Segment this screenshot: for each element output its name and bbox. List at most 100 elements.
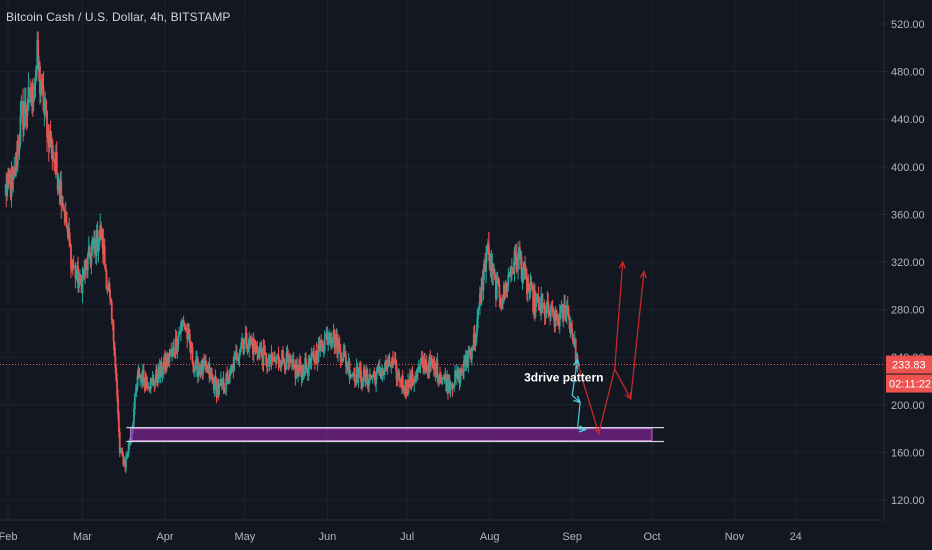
candle-body: [171, 348, 174, 354]
candle-body: [136, 375, 139, 388]
candle-body: [293, 366, 296, 368]
candle-body: [104, 263, 107, 271]
candle-body: [289, 355, 291, 361]
candle-body: [512, 270, 515, 272]
candles: [4, 31, 579, 474]
candle-body: [559, 306, 562, 313]
y-tick-label: 400.00: [891, 162, 925, 174]
candle-body: [152, 378, 155, 384]
candle-body: [49, 131, 52, 147]
candle-body: [129, 439, 132, 445]
candle-body: [256, 346, 259, 354]
candle-body: [451, 384, 454, 389]
candle-body: [498, 284, 501, 298]
candle-body: [369, 374, 371, 381]
drive-leg[interactable]: [571, 359, 581, 403]
candle-body: [527, 283, 530, 291]
candle-body: [499, 297, 502, 302]
candle-body: [345, 356, 347, 367]
last-price-badge[interactable]: [886, 355, 932, 374]
candle-body: [74, 265, 77, 278]
candle-body: [222, 378, 225, 390]
candle-body: [34, 76, 37, 85]
countdown-badge[interactable]: [886, 374, 932, 393]
chart-title: Bitcoin Cash / U.S. Dollar, 4h, BITSTAMP: [6, 10, 231, 24]
candle-body: [416, 369, 418, 378]
x-tick-label: May: [234, 531, 255, 543]
candle-body: [132, 422, 134, 427]
candle-body: [249, 337, 252, 345]
candle-body: [494, 272, 496, 280]
candle-body: [117, 396, 119, 414]
candle-body: [515, 255, 518, 265]
y-axis[interactable]: 520.00 480.00 440.00 400.00 360.00 320.00 280.…: [883, 0, 932, 520]
candle-body: [253, 340, 256, 349]
candle-body: [251, 342, 253, 344]
candle-body: [486, 252, 488, 255]
candle-body: [292, 359, 295, 367]
candle-body: [537, 296, 540, 302]
candle-body: [327, 339, 330, 345]
candle-body: [236, 359, 239, 361]
support-zone-box[interactable]: [129, 428, 653, 442]
candle-body: [258, 350, 260, 359]
candle-body: [371, 376, 374, 378]
candle-body: [297, 367, 299, 374]
candle-body: [401, 375, 404, 388]
candle-body: [225, 374, 228, 388]
candle-body: [202, 361, 205, 374]
x-tick-label: Sep: [562, 531, 582, 543]
candle-body: [204, 361, 207, 366]
candle-body: [337, 341, 340, 345]
candle-body: [331, 340, 334, 343]
candle-body: [363, 370, 366, 374]
candle-body: [319, 340, 322, 352]
candle-body: [198, 369, 201, 371]
candle-body: [282, 358, 285, 363]
candle-body: [84, 261, 87, 276]
candle-body: [436, 360, 439, 377]
candle-body: [81, 274, 84, 293]
candle-body: [417, 365, 420, 373]
projection-path-2[interactable]: [614, 368, 632, 400]
candle-body: [511, 268, 514, 272]
candle-body: [188, 329, 190, 334]
candle-body: [109, 289, 111, 299]
candle-body: [213, 376, 216, 391]
candle-body: [35, 65, 38, 77]
candle-body: [10, 173, 13, 198]
candle-body: [88, 246, 91, 259]
candle-body: [444, 374, 447, 381]
annotation-label[interactable]: 3drive pattern: [524, 370, 603, 384]
x-tick-label: Feb: [0, 531, 17, 543]
candle-body: [341, 360, 344, 362]
candle-body: [564, 305, 566, 320]
candle-body: [453, 383, 456, 388]
candle-body: [235, 352, 238, 361]
x-axis[interactable]: Feb Mar Apr May Jun Jul Aug Sep Oct Nov 24: [0, 519, 884, 543]
candle-body: [474, 342, 477, 345]
candle-body: [548, 309, 551, 317]
candle-body: [535, 297, 538, 301]
candle-body: [396, 372, 399, 380]
candle-body: [71, 260, 74, 267]
candle-body: [398, 371, 401, 382]
projection-arrowhead: [618, 260, 626, 269]
candle-body: [333, 330, 336, 348]
candle-body: [237, 358, 240, 360]
drive-leg[interactable]: [576, 402, 586, 431]
candle-body: [368, 380, 370, 386]
candle-body: [112, 321, 115, 342]
projection-branch[interactable]: [614, 261, 624, 370]
candle-body: [285, 352, 288, 369]
candle-body: [269, 362, 272, 365]
candle-body: [109, 298, 112, 303]
projection-path-3[interactable]: [630, 271, 645, 399]
candle-body: [309, 361, 312, 367]
candle-body: [495, 278, 498, 300]
x-tick-label: Aug: [480, 531, 500, 543]
candle-body: [468, 354, 471, 356]
y-tick-label: 440.00: [891, 114, 925, 126]
